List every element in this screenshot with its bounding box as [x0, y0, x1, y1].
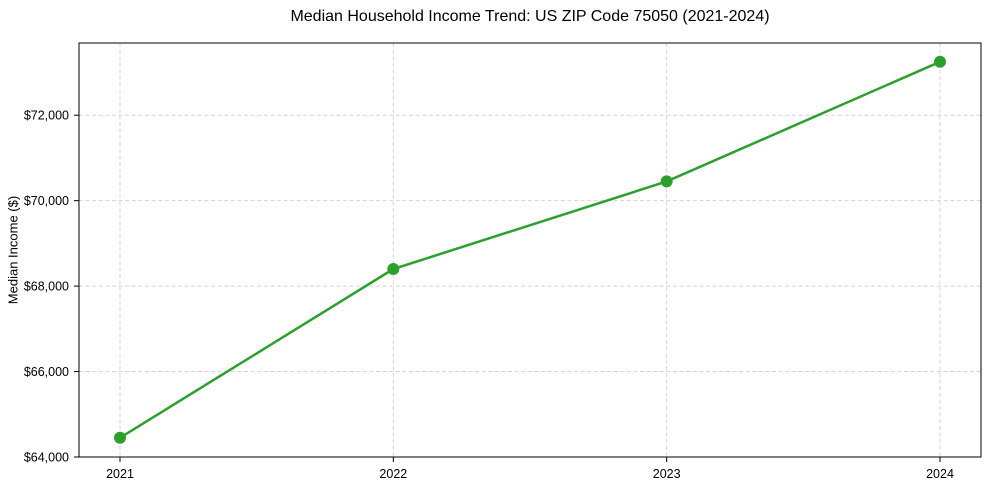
x-tick-label: 2024	[926, 467, 954, 481]
y-tick-label: $70,000	[24, 194, 69, 208]
y-tick-label: $66,000	[24, 365, 69, 379]
y-tick-label: $68,000	[24, 280, 69, 294]
x-tick-label: 2023	[653, 467, 681, 481]
income-trend-line	[118, 60, 942, 440]
x-tick-label: 2022	[379, 467, 407, 481]
x-tick-label: 2021	[106, 467, 134, 481]
data-point-2024	[934, 55, 946, 68]
data-point-2022	[387, 263, 400, 276]
data-point-2023	[660, 175, 673, 188]
y-tick-label: $72,000	[24, 109, 69, 123]
y-tick-label: $64,000	[24, 451, 69, 465]
data-point-2021	[114, 431, 126, 444]
chart-title: Median Household Income Trend: US ZIP Co…	[290, 8, 770, 25]
plot-border	[78, 42, 982, 458]
